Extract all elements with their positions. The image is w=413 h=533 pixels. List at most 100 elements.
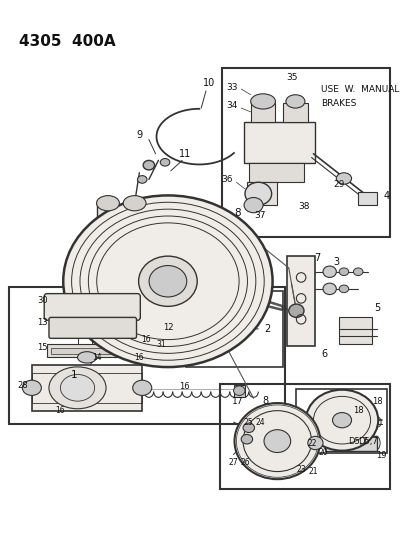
Bar <box>32 365 142 410</box>
Text: 17: 17 <box>231 397 242 406</box>
Text: D5,7: D5,7 <box>347 437 367 446</box>
Bar <box>243 123 315 163</box>
Bar <box>296 389 386 453</box>
Ellipse shape <box>338 268 348 276</box>
Ellipse shape <box>133 380 152 395</box>
Bar <box>51 348 131 353</box>
FancyBboxPatch shape <box>49 318 136 338</box>
Text: 5: 5 <box>373 303 380 313</box>
Bar <box>185 291 282 367</box>
Ellipse shape <box>241 434 252 444</box>
Ellipse shape <box>160 158 169 166</box>
Ellipse shape <box>77 352 96 363</box>
Bar <box>104 336 163 351</box>
Ellipse shape <box>233 386 244 395</box>
Text: 8: 8 <box>262 396 268 406</box>
Text: 31: 31 <box>156 340 166 349</box>
Text: 16: 16 <box>141 335 150 344</box>
Text: 36: 36 <box>221 175 232 184</box>
Bar <box>57 321 85 335</box>
Text: 35: 35 <box>285 73 297 82</box>
Text: 1: 1 <box>70 369 77 379</box>
Bar <box>220 384 389 489</box>
Bar <box>341 437 376 450</box>
Ellipse shape <box>149 265 186 297</box>
Text: USE  W.  MANUAL: USE W. MANUAL <box>320 85 399 93</box>
Ellipse shape <box>322 283 335 295</box>
Text: 18: 18 <box>371 397 382 406</box>
Text: 10: 10 <box>202 78 214 88</box>
Text: 15: 15 <box>38 343 48 352</box>
Text: 7: 7 <box>313 253 320 263</box>
Text: D5,7: D5,7 <box>357 437 377 446</box>
Text: 13: 13 <box>38 318 48 327</box>
Ellipse shape <box>138 256 197 306</box>
Ellipse shape <box>60 375 95 401</box>
Text: 33: 33 <box>225 83 237 92</box>
Text: 22: 22 <box>307 439 316 448</box>
Text: 11: 11 <box>178 149 191 159</box>
Ellipse shape <box>250 94 275 109</box>
Bar <box>248 163 303 182</box>
Text: 19: 19 <box>375 451 385 460</box>
Text: 25: 25 <box>243 417 253 426</box>
Text: 28: 28 <box>17 382 28 390</box>
Text: 23: 23 <box>296 465 305 474</box>
Bar <box>250 103 275 123</box>
Bar <box>282 103 307 123</box>
Text: 12: 12 <box>162 324 173 333</box>
Ellipse shape <box>285 95 304 108</box>
Ellipse shape <box>322 266 335 278</box>
Text: 27: 27 <box>228 457 238 466</box>
Ellipse shape <box>335 173 351 184</box>
Ellipse shape <box>338 285 348 293</box>
Bar <box>357 192 376 205</box>
Bar <box>338 318 372 344</box>
Ellipse shape <box>307 437 322 450</box>
Ellipse shape <box>353 268 362 276</box>
Ellipse shape <box>22 380 41 395</box>
Text: 16: 16 <box>178 382 189 391</box>
Text: 2: 2 <box>264 324 270 334</box>
Ellipse shape <box>143 160 154 170</box>
Text: 14: 14 <box>92 353 101 362</box>
Bar <box>89 230 153 276</box>
Ellipse shape <box>305 390 377 450</box>
Text: 9: 9 <box>136 130 142 140</box>
Bar <box>246 182 277 205</box>
Ellipse shape <box>96 196 119 211</box>
Bar <box>32 373 142 403</box>
Text: BRAKES: BRAKES <box>320 99 356 108</box>
Ellipse shape <box>137 176 147 183</box>
Ellipse shape <box>63 196 272 367</box>
Text: 34: 34 <box>225 101 237 110</box>
Text: 29: 29 <box>333 180 344 189</box>
Text: 30: 30 <box>38 296 48 305</box>
Ellipse shape <box>288 304 303 318</box>
Text: 3: 3 <box>332 257 339 267</box>
Bar <box>222 68 389 237</box>
Ellipse shape <box>123 196 146 211</box>
Text: 20: 20 <box>318 448 327 457</box>
Ellipse shape <box>244 182 271 205</box>
Ellipse shape <box>49 367 106 409</box>
Ellipse shape <box>243 198 262 213</box>
Bar <box>233 385 244 397</box>
Text: 24: 24 <box>255 417 264 426</box>
Ellipse shape <box>263 430 290 453</box>
Text: 18: 18 <box>352 406 363 415</box>
Ellipse shape <box>332 413 351 428</box>
Ellipse shape <box>242 423 254 433</box>
Ellipse shape <box>234 403 319 479</box>
Text: 16: 16 <box>134 353 144 362</box>
Text: 8: 8 <box>233 208 240 218</box>
Text: 4: 4 <box>383 191 389 200</box>
Text: 16: 16 <box>55 406 65 415</box>
Bar <box>286 255 315 346</box>
Text: 4305  400A: 4305 400A <box>19 34 115 49</box>
Bar <box>47 344 134 357</box>
Bar <box>123 203 146 230</box>
Bar <box>208 316 237 344</box>
FancyBboxPatch shape <box>44 294 140 320</box>
Text: 21: 21 <box>308 467 318 476</box>
